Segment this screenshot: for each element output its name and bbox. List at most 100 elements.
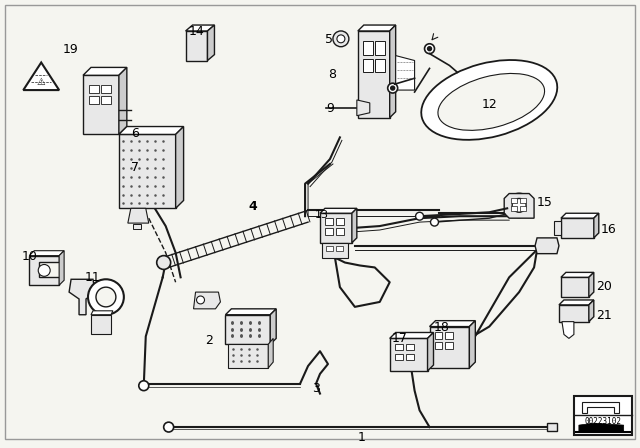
Bar [445,342,453,349]
Text: ⚠: ⚠ [37,77,45,87]
Bar [445,332,453,340]
Polygon shape [579,423,623,431]
Bar [520,207,526,211]
Circle shape [38,264,50,276]
Circle shape [428,47,431,51]
Text: 17: 17 [392,332,408,345]
Polygon shape [193,292,220,309]
Polygon shape [390,332,433,338]
Polygon shape [175,126,184,208]
Text: 20: 20 [596,280,612,293]
Polygon shape [270,309,276,345]
Text: 15: 15 [537,197,553,210]
Polygon shape [119,134,175,208]
Ellipse shape [438,73,545,130]
Circle shape [388,83,397,93]
Text: 11: 11 [85,271,100,284]
Polygon shape [589,272,594,297]
Text: 4: 4 [248,200,257,213]
Polygon shape [358,25,396,31]
Text: 16: 16 [601,223,616,236]
Bar [101,85,111,93]
Polygon shape [83,67,127,75]
Polygon shape [228,345,268,368]
Polygon shape [225,309,276,315]
Text: 21: 21 [596,309,612,322]
Polygon shape [186,25,214,31]
Polygon shape [561,218,594,238]
Polygon shape [504,194,534,218]
Polygon shape [561,277,589,297]
Bar [520,198,526,203]
Polygon shape [559,305,589,322]
Polygon shape [128,208,148,223]
Bar [406,345,413,350]
Polygon shape [429,321,476,327]
Polygon shape [186,31,207,60]
Bar [375,59,385,72]
Bar [547,423,557,431]
Polygon shape [428,332,433,371]
Ellipse shape [421,60,557,140]
Circle shape [88,279,124,315]
Text: 19: 19 [63,43,79,56]
Polygon shape [390,338,428,371]
Polygon shape [225,315,270,345]
Bar [325,228,333,235]
Polygon shape [119,126,184,134]
Text: 7: 7 [131,161,139,174]
Polygon shape [559,300,594,305]
Circle shape [139,381,148,391]
Polygon shape [119,67,127,134]
Circle shape [164,422,173,432]
Text: 12: 12 [481,98,497,111]
Text: 9: 9 [326,102,334,115]
Polygon shape [554,221,561,235]
Bar [325,218,333,225]
Circle shape [512,198,526,212]
Polygon shape [357,100,370,116]
Polygon shape [320,208,357,213]
Polygon shape [396,56,415,90]
Polygon shape [268,338,273,368]
Polygon shape [59,251,64,285]
Polygon shape [91,311,113,315]
Bar [511,198,517,203]
Bar [574,396,632,435]
Polygon shape [23,62,59,90]
Bar [101,96,111,104]
Bar [375,41,385,55]
Text: 14: 14 [189,25,204,38]
Bar [435,342,442,349]
Text: 6: 6 [131,126,139,139]
Text: 10: 10 [21,250,37,263]
Bar [89,96,99,104]
Text: 2: 2 [205,335,213,348]
Bar [89,85,99,93]
Bar [406,354,413,360]
Polygon shape [358,31,390,118]
Bar [363,41,372,55]
Bar [435,332,442,340]
Text: 8: 8 [328,69,336,82]
Polygon shape [429,327,469,368]
Polygon shape [589,300,594,322]
Circle shape [96,287,116,307]
Polygon shape [594,213,599,238]
Polygon shape [207,25,214,60]
Circle shape [431,218,438,226]
Bar [133,224,141,229]
Polygon shape [562,322,574,338]
Text: 3: 3 [312,382,320,395]
Polygon shape [390,25,396,118]
Bar [336,218,344,225]
Circle shape [507,194,531,217]
Polygon shape [322,243,348,258]
Circle shape [415,212,424,220]
Circle shape [196,296,205,304]
Polygon shape [29,256,59,285]
Polygon shape [561,213,599,218]
Circle shape [337,35,345,43]
Bar [336,246,343,251]
Bar [336,228,344,235]
